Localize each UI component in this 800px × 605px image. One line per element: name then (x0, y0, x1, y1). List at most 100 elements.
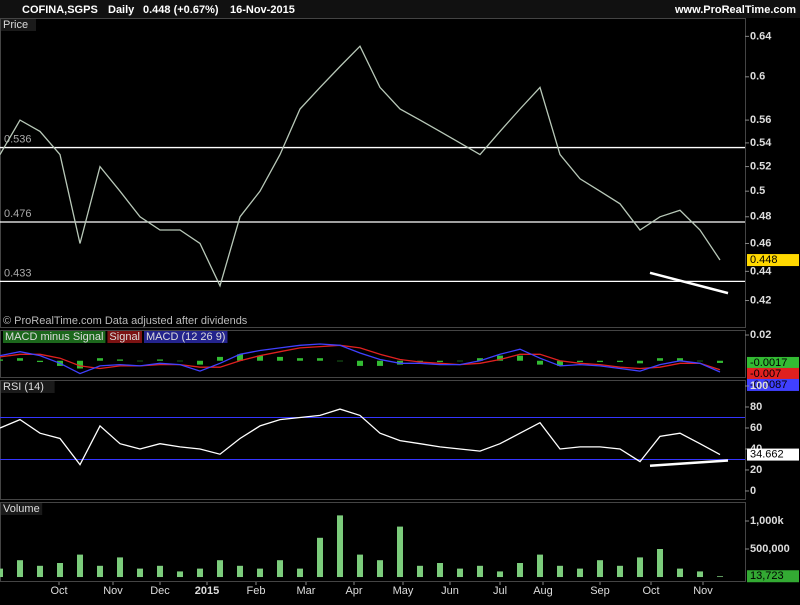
bar (377, 360, 383, 366)
last-value-tag (747, 254, 799, 267)
line (0, 45, 721, 288)
bar (277, 560, 283, 578)
panel-title-bg (1, 381, 55, 393)
y-tick-label: 0.6 (750, 71, 765, 83)
bar (597, 560, 603, 578)
bar (317, 537, 323, 578)
line (0, 344, 721, 371)
bar (137, 568, 143, 578)
line (0, 343, 721, 375)
panel-title-bg (1, 19, 36, 31)
last-value-label: 13,723 (750, 570, 784, 582)
last-value-label: -0.007 (750, 368, 781, 380)
bar (637, 557, 643, 578)
y-tick-label: 0.56 (750, 114, 771, 126)
x-tick-label: Oct (642, 585, 659, 597)
bar (217, 560, 223, 578)
quote: 0.448 (+0.67%) (143, 4, 219, 16)
bar (497, 355, 503, 361)
bar (197, 568, 203, 578)
bar (357, 360, 363, 366)
line (0, 408, 721, 466)
x-tick-label: May (393, 585, 414, 597)
last-value-label: 0.448 (750, 254, 778, 266)
bar (137, 360, 143, 362)
legend-entry: MACD (12 26 9) (146, 331, 225, 343)
x-tick-label: Aug (533, 585, 553, 597)
y-tick-label: 0.46 (750, 237, 771, 249)
bar (697, 360, 703, 362)
x-tick-label: 2015 (195, 585, 219, 597)
symbol: COFINA,SGPS (22, 4, 98, 16)
panel (0, 502, 746, 582)
y-tick-label: 100 (750, 380, 768, 392)
y-tick-label: 20 (750, 464, 762, 476)
panel-title-bg (1, 503, 43, 515)
bar (577, 568, 583, 578)
bar (617, 565, 623, 578)
bar (17, 358, 23, 361)
panel (0, 18, 746, 328)
bar (317, 358, 323, 361)
x-tick-label: Mar (297, 585, 316, 597)
bar (97, 565, 103, 578)
bar (17, 560, 23, 578)
bar (657, 549, 663, 578)
y-tick-label: 0.42 (750, 294, 771, 306)
panel (0, 380, 746, 500)
bar (297, 568, 303, 578)
bar (337, 515, 343, 578)
x-tick-label: Nov (693, 585, 713, 597)
bar (497, 571, 503, 578)
bar (257, 355, 263, 361)
bar (37, 360, 43, 363)
bar (117, 557, 123, 578)
bar (657, 358, 663, 361)
bar (717, 360, 723, 363)
last-value-tag (747, 448, 799, 461)
legend-swatch (3, 331, 106, 343)
bar (177, 571, 183, 578)
header-bar (0, 0, 800, 18)
panel-title: Price (3, 19, 28, 31)
last-value-label: -0.0017 (750, 357, 787, 369)
bar (37, 565, 43, 578)
bar (697, 571, 703, 578)
y-tick-label: 60 (750, 422, 762, 434)
x-tick-label: Sep (590, 585, 610, 597)
x-tick-label: Jul (493, 585, 507, 597)
bar (457, 568, 463, 578)
x-tick-label: Jun (441, 585, 459, 597)
panel-title: Volume (3, 503, 40, 515)
y-tick-label: 0.48 (750, 211, 771, 223)
bar (157, 565, 163, 578)
bar (0, 568, 3, 578)
level-label: 0.433 (4, 267, 32, 279)
x-tick-label: Dec (150, 585, 170, 597)
bar (197, 360, 203, 365)
bar (457, 360, 463, 362)
last-value-tag (747, 570, 799, 583)
last-value-tag (747, 378, 799, 391)
bar (237, 354, 243, 361)
site: www.ProRealTime.com (674, 4, 796, 16)
bar (537, 554, 543, 578)
y-tick-label: 1,000k (750, 515, 785, 527)
y-tick-label: 80 (750, 401, 762, 413)
bar (77, 360, 83, 369)
y-tick-label: 0.64 (750, 30, 772, 42)
bar (417, 565, 423, 578)
panel-note: © ProRealTime.com Data adjusted after di… (3, 315, 248, 327)
last-value-tag (747, 356, 799, 369)
bar (397, 526, 403, 578)
bar (297, 358, 303, 361)
y-tick-label: 0.44 (750, 265, 772, 277)
y-tick-label: 0 (750, 485, 756, 497)
last-value-label: -0.0087 (750, 379, 787, 391)
bar (517, 355, 523, 361)
date: 16-Nov-2015 (230, 4, 295, 16)
level-label: 0.476 (4, 208, 32, 220)
bar (377, 560, 383, 578)
bar (677, 358, 683, 361)
